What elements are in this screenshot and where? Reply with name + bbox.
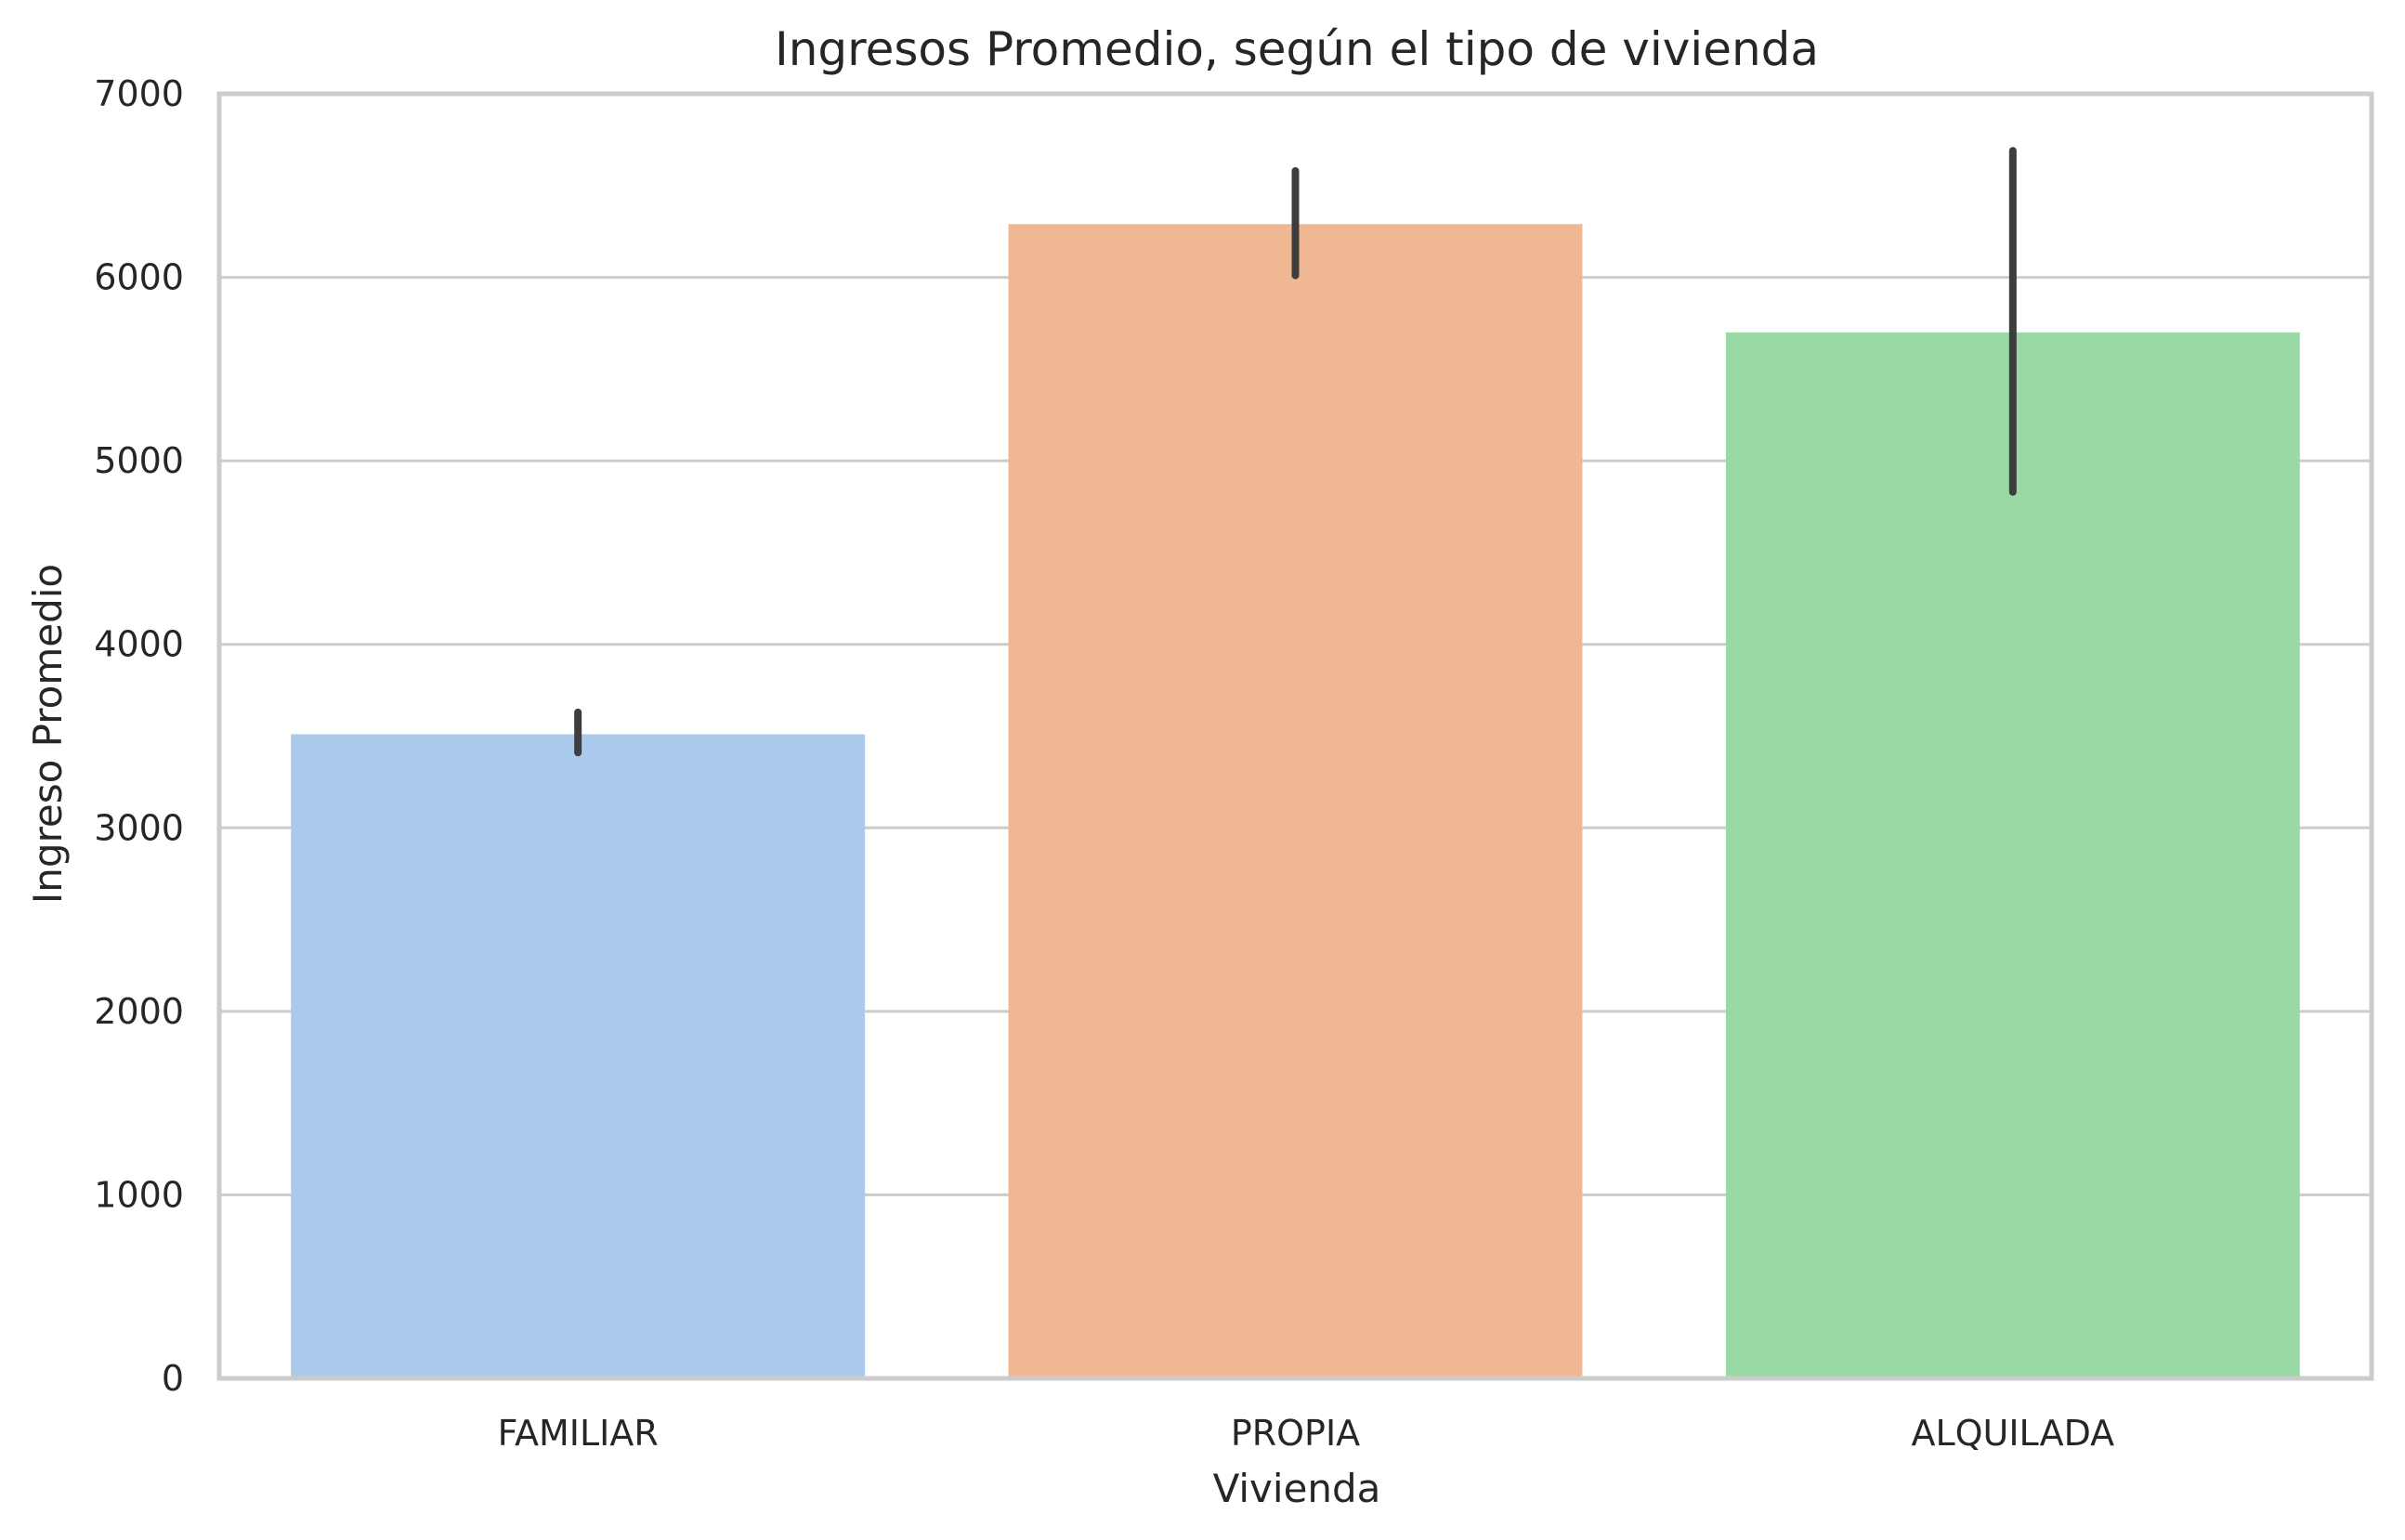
y-tick-label-4: 4000 (94, 624, 184, 665)
y-tick-labels: 0 1000 2000 3000 4000 5000 6000 7000 (94, 73, 184, 1399)
y-tick-label-2: 2000 (94, 991, 184, 1032)
plot-border (216, 91, 2374, 1381)
bar-propia (1008, 224, 1583, 1378)
y-tick-label-5: 5000 (94, 440, 184, 481)
plot-frame (216, 91, 2374, 1381)
bars (291, 224, 2300, 1378)
y-tick-label-3: 3000 (94, 807, 184, 848)
y-tick-label-7: 7000 (94, 73, 184, 114)
chart-title: Ingresos Promedio, según el tipo de vivi… (775, 22, 1819, 76)
bar-alquilada (1725, 332, 2300, 1378)
x-tick-labels: FAMILIAR PROPIA ALQUILADA (498, 1413, 2115, 1454)
y-tick-label-0: 0 (162, 1358, 184, 1399)
x-axis-label: Vivienda (1213, 1466, 1381, 1511)
error-bars (574, 147, 2017, 757)
y-tick-label-6: 6000 (94, 257, 184, 298)
bar-familiar (291, 734, 866, 1378)
x-tick-label-propia: PROPIA (1231, 1413, 1360, 1454)
y-tick-label-1: 1000 (94, 1174, 184, 1215)
x-tick-label-familiar: FAMILIAR (498, 1413, 659, 1454)
x-tick-label-alquilada: ALQUILADA (1911, 1413, 2114, 1454)
y-axis-label: Ingreso Promedio (25, 564, 71, 904)
